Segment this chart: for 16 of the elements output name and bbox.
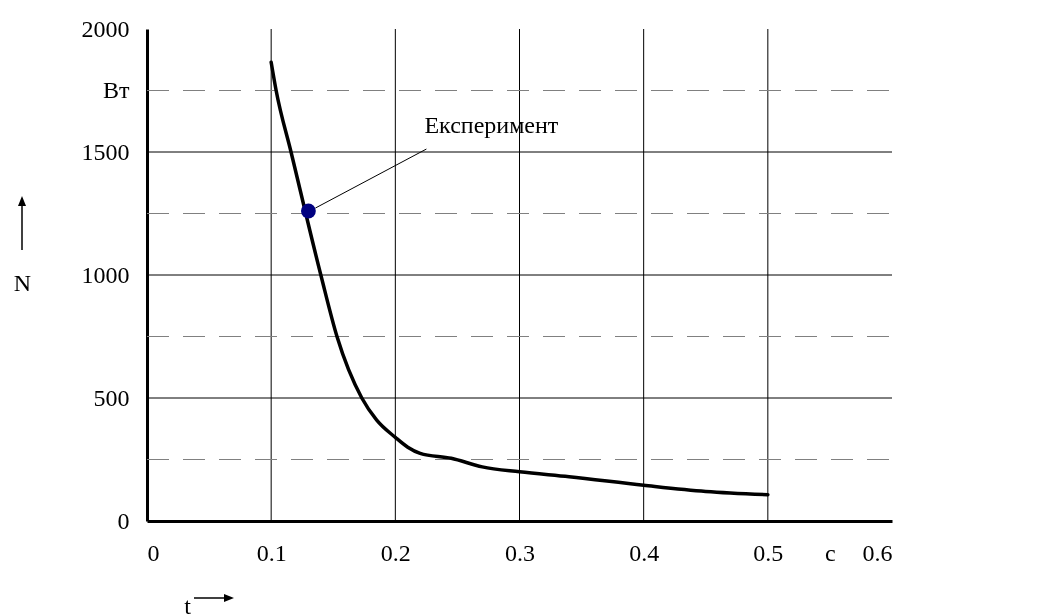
x-tick-label: 0 — [147, 539, 160, 566]
x-axis-title: t — [184, 592, 192, 614]
x-tick-label: 0.2 — [380, 539, 411, 566]
y-tick-label: 2000 — [81, 15, 130, 42]
y-tick-label: 1000 — [81, 261, 130, 288]
x-tick-label: 0.3 — [505, 539, 535, 566]
y-tick-label: Вт — [103, 77, 131, 103]
y-tick-label: 0 — [117, 507, 130, 534]
y-axis-title: N — [13, 269, 32, 296]
x-tick-label: 0.1 — [256, 539, 287, 566]
y-tick-label: 500 — [93, 384, 130, 411]
x-tick-label: 0.4 — [629, 539, 660, 566]
x-tick-label: 0.6 — [862, 539, 893, 566]
x-tick-label: 0.5 — [753, 539, 784, 566]
x-tick-label: с — [825, 539, 836, 566]
y-tick-label: 1500 — [81, 138, 130, 165]
